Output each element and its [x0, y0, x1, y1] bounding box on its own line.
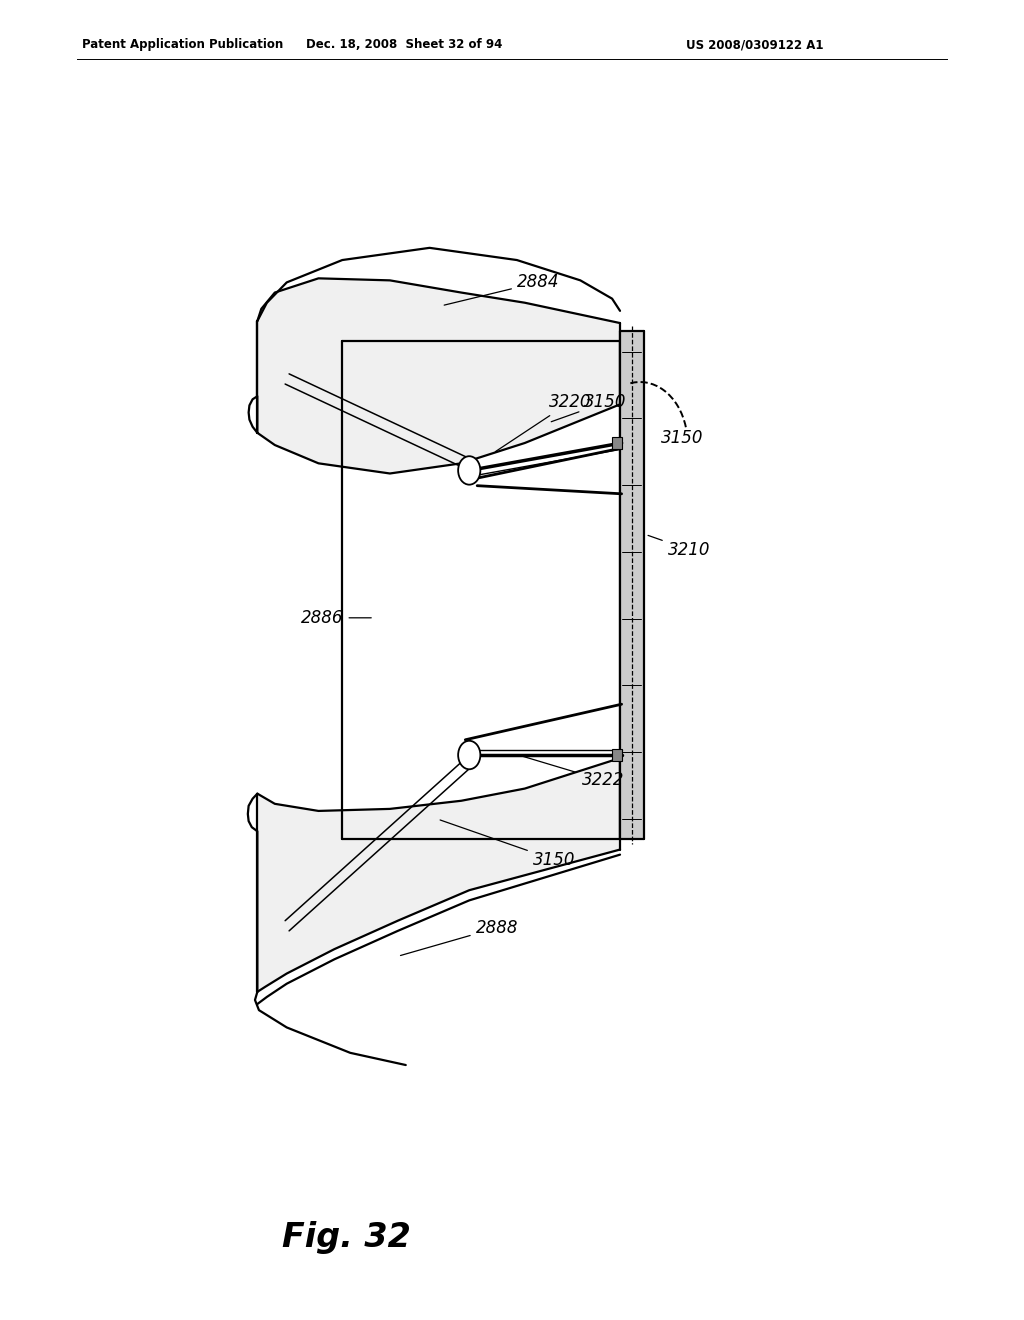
Text: 2886: 2886 [301, 609, 372, 627]
Polygon shape [257, 758, 620, 991]
Text: Fig. 32: Fig. 32 [282, 1221, 411, 1254]
Polygon shape [612, 437, 622, 449]
Polygon shape [342, 342, 620, 840]
Circle shape [458, 741, 480, 770]
Polygon shape [257, 279, 620, 474]
Circle shape [458, 457, 480, 484]
Text: 2884: 2884 [444, 273, 559, 305]
Text: 3222: 3222 [521, 756, 625, 789]
Text: 3150: 3150 [662, 429, 703, 447]
Text: 3220: 3220 [496, 393, 591, 451]
Text: 3210: 3210 [648, 536, 711, 558]
Text: US 2008/0309122 A1: US 2008/0309122 A1 [686, 38, 823, 51]
Polygon shape [612, 748, 622, 762]
Polygon shape [620, 331, 644, 840]
Text: Dec. 18, 2008  Sheet 32 of 94: Dec. 18, 2008 Sheet 32 of 94 [306, 38, 503, 51]
Text: Patent Application Publication: Patent Application Publication [82, 38, 284, 51]
Text: 3150: 3150 [551, 393, 627, 421]
Text: 3150: 3150 [440, 820, 575, 869]
Text: 2888: 2888 [400, 919, 518, 956]
